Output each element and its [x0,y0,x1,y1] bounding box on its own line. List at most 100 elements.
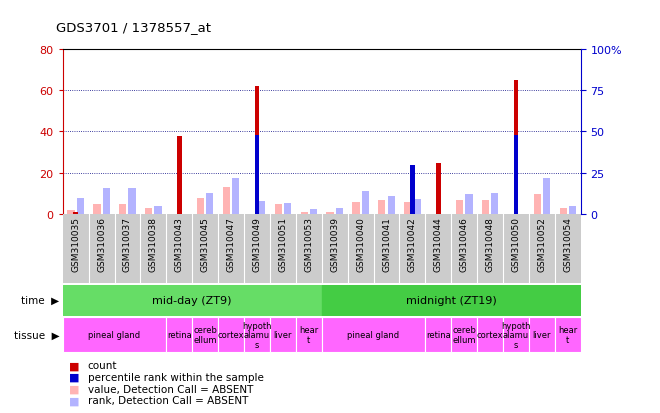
Text: cortex: cortex [477,330,504,339]
Text: GSM310041: GSM310041 [382,217,391,271]
Text: GSM310054: GSM310054 [564,217,572,271]
Bar [232,178,240,215]
Text: GSM310043: GSM310043 [175,217,183,271]
Bar [192,318,218,352]
Bar [513,135,518,215]
Text: GSM310036: GSM310036 [97,217,106,272]
Text: ■: ■ [69,395,80,405]
Text: GSM310051: GSM310051 [279,217,287,272]
Bar [63,318,166,352]
Text: percentile rank within the sample: percentile rank within the sample [88,372,263,382]
Bar [436,163,441,215]
Bar [404,202,411,215]
Bar [67,211,75,215]
Text: pineal gland: pineal gland [88,330,141,339]
Bar [410,165,414,215]
Text: hypoth
alamu
s: hypoth alamu s [242,321,272,349]
Text: GSM310049: GSM310049 [253,217,261,271]
Text: GSM310035: GSM310035 [71,217,80,272]
Bar [482,200,489,215]
Bar [503,318,529,352]
Bar [413,200,420,215]
Bar [491,193,498,215]
Text: cereb
ellum: cereb ellum [452,325,476,344]
Bar [322,318,425,352]
Text: GSM310047: GSM310047 [226,217,236,271]
Bar [154,206,162,215]
Bar [534,194,541,215]
Bar [223,188,230,215]
Bar [296,318,321,352]
Text: time  ▶: time ▶ [21,295,59,306]
Text: pineal gland: pineal gland [348,330,399,339]
Text: hear
t: hear t [299,325,318,344]
Bar [336,208,343,215]
Bar [322,285,581,316]
Text: retina: retina [167,330,191,339]
Bar [425,318,451,352]
Bar [569,206,576,215]
Bar [362,192,369,215]
Text: GDS3701 / 1378557_at: GDS3701 / 1378557_at [56,21,211,33]
Text: ■: ■ [69,384,80,394]
Text: ■: ■ [69,372,80,382]
Bar [77,198,84,215]
Bar [93,204,100,215]
Text: ■: ■ [69,361,80,370]
Text: GSM310040: GSM310040 [356,217,365,271]
Bar [255,135,259,215]
Bar [197,198,204,215]
Text: hypoth
alamu
s: hypoth alamu s [502,321,531,349]
Bar [206,193,213,215]
Bar [284,203,291,215]
Bar [310,210,317,215]
Bar [352,202,360,215]
Text: retina: retina [426,330,451,339]
Bar [529,318,555,352]
Bar [73,213,78,215]
Bar [513,81,518,215]
Text: GSM310042: GSM310042 [408,217,417,271]
Text: liver: liver [274,330,292,339]
Text: GSM310050: GSM310050 [512,217,521,272]
Text: GSM310048: GSM310048 [486,217,494,271]
Bar [327,213,334,215]
Bar [166,318,192,352]
Bar [244,318,270,352]
Bar [560,209,567,215]
Bar [145,209,152,215]
Text: GSM310053: GSM310053 [304,217,313,272]
Bar [129,188,136,215]
Text: GSM310044: GSM310044 [434,217,443,271]
Bar [543,178,550,215]
Bar [218,318,244,352]
Text: value, Detection Call = ABSENT: value, Detection Call = ABSENT [88,384,253,394]
Text: rank, Detection Call = ABSENT: rank, Detection Call = ABSENT [88,395,248,405]
Bar [255,87,259,215]
Bar [465,195,473,215]
Bar [119,204,127,215]
Text: count: count [88,361,117,370]
Bar [387,197,395,215]
Text: liver: liver [533,330,551,339]
Bar [378,200,385,215]
Bar [451,318,477,352]
Text: cortex: cortex [218,330,244,339]
Text: GSM310037: GSM310037 [123,217,132,272]
Text: tissue  ▶: tissue ▶ [14,330,59,340]
Text: GSM310039: GSM310039 [330,217,339,272]
Text: GSM310052: GSM310052 [537,217,546,271]
Bar [477,318,503,352]
Bar [177,136,182,215]
Text: hear
t: hear t [558,325,578,344]
Bar [258,202,265,215]
Bar [300,213,308,215]
Bar [63,285,321,316]
Bar [102,188,110,215]
Bar [456,200,463,215]
Text: midnight (ZT19): midnight (ZT19) [406,295,496,306]
Bar [270,318,296,352]
Text: mid-day (ZT9): mid-day (ZT9) [152,295,232,306]
Text: cereb
ellum: cereb ellum [193,325,217,344]
Bar [555,318,581,352]
